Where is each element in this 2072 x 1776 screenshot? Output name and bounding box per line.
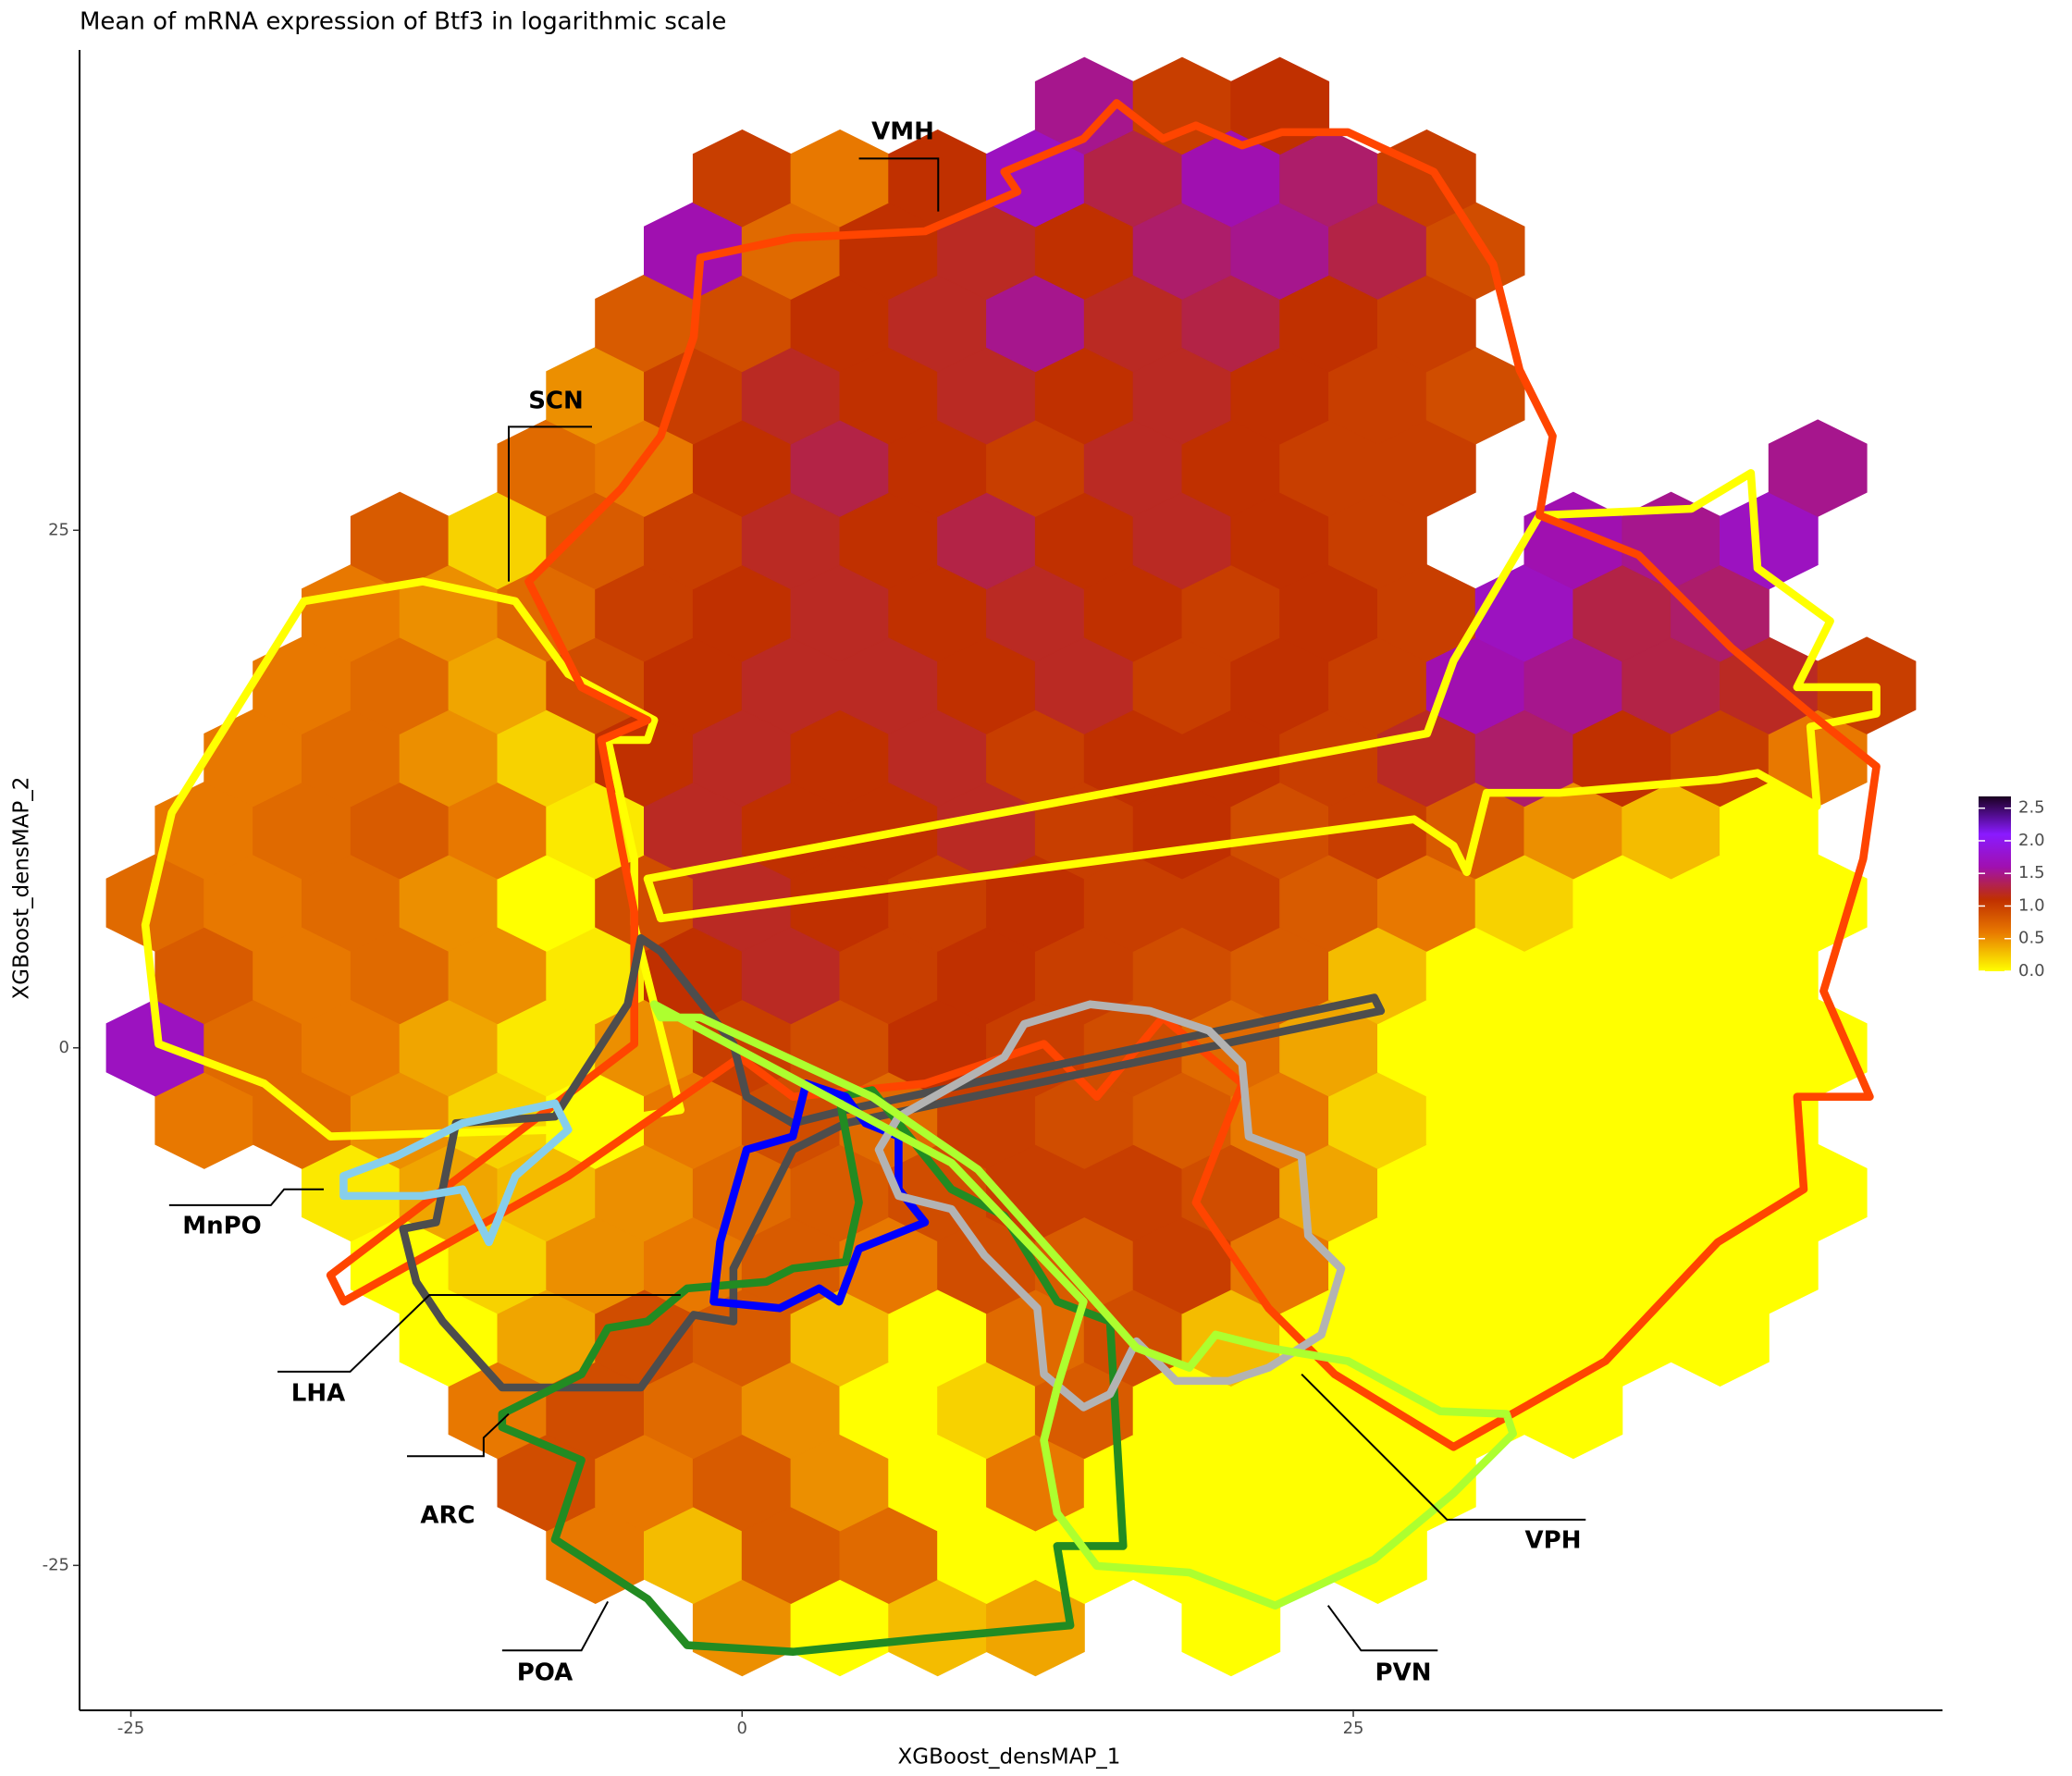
y-tick-label: 0 [59,1038,69,1057]
x-tick-label: -25 [117,1719,144,1738]
vph-leader [1301,1374,1586,1521]
arc-leader [406,1412,510,1458]
x-tick-label: 25 [1343,1719,1364,1738]
vmh-outline [326,99,1881,1451]
colorbar [1979,796,2011,971]
region-label: SCN [528,388,584,415]
region-label: MnPO [182,1213,262,1240]
colorbar-tick-label: 1.0 [2018,895,2045,915]
colorbar-tick-label: 2.5 [2018,798,2045,818]
colorbar-tick-label: 1.5 [2018,863,2045,882]
pvn-outline [649,1000,1517,1610]
region-label: ARC [420,1502,475,1530]
region-label: LHA [291,1380,345,1408]
lha-leader [277,1293,681,1373]
x-tick-label: 0 [737,1719,747,1738]
region-label: PVN [1375,1659,1432,1687]
region-label: POA [517,1659,574,1687]
y-tick-label: 25 [48,520,69,539]
poa-leader [501,1600,610,1652]
region-label: VMH [871,118,934,146]
colorbar-tick-label: 0.5 [2018,929,2045,948]
hex-cell [1768,419,1868,517]
chart-title: Mean of mRNA expression of Btf3 in logar… [80,8,726,36]
colorbar-tick-label: 0.0 [2018,961,2045,980]
pvn-leader [1326,1605,1438,1652]
colorbar-tick-label: 2.0 [2018,831,2045,850]
lha-outline [399,933,1386,1392]
x-axis-label: XGBoost_densMAP_1 [898,1745,1121,1770]
y-axis-label: XGBoost_densMAP_2 [10,777,34,1000]
region-label: VPH [1525,1527,1582,1555]
scn-band-outline [643,469,1881,923]
region-outlines [141,99,1881,1656]
scn-leader [507,426,592,582]
vph-outline [874,1000,1346,1412]
mnpo-leader [168,1188,324,1206]
arc-outline [498,1086,1128,1656]
mnpo-outline [339,1099,573,1247]
y-tick-label: -25 [43,1555,69,1574]
vmh-leader [858,157,940,212]
